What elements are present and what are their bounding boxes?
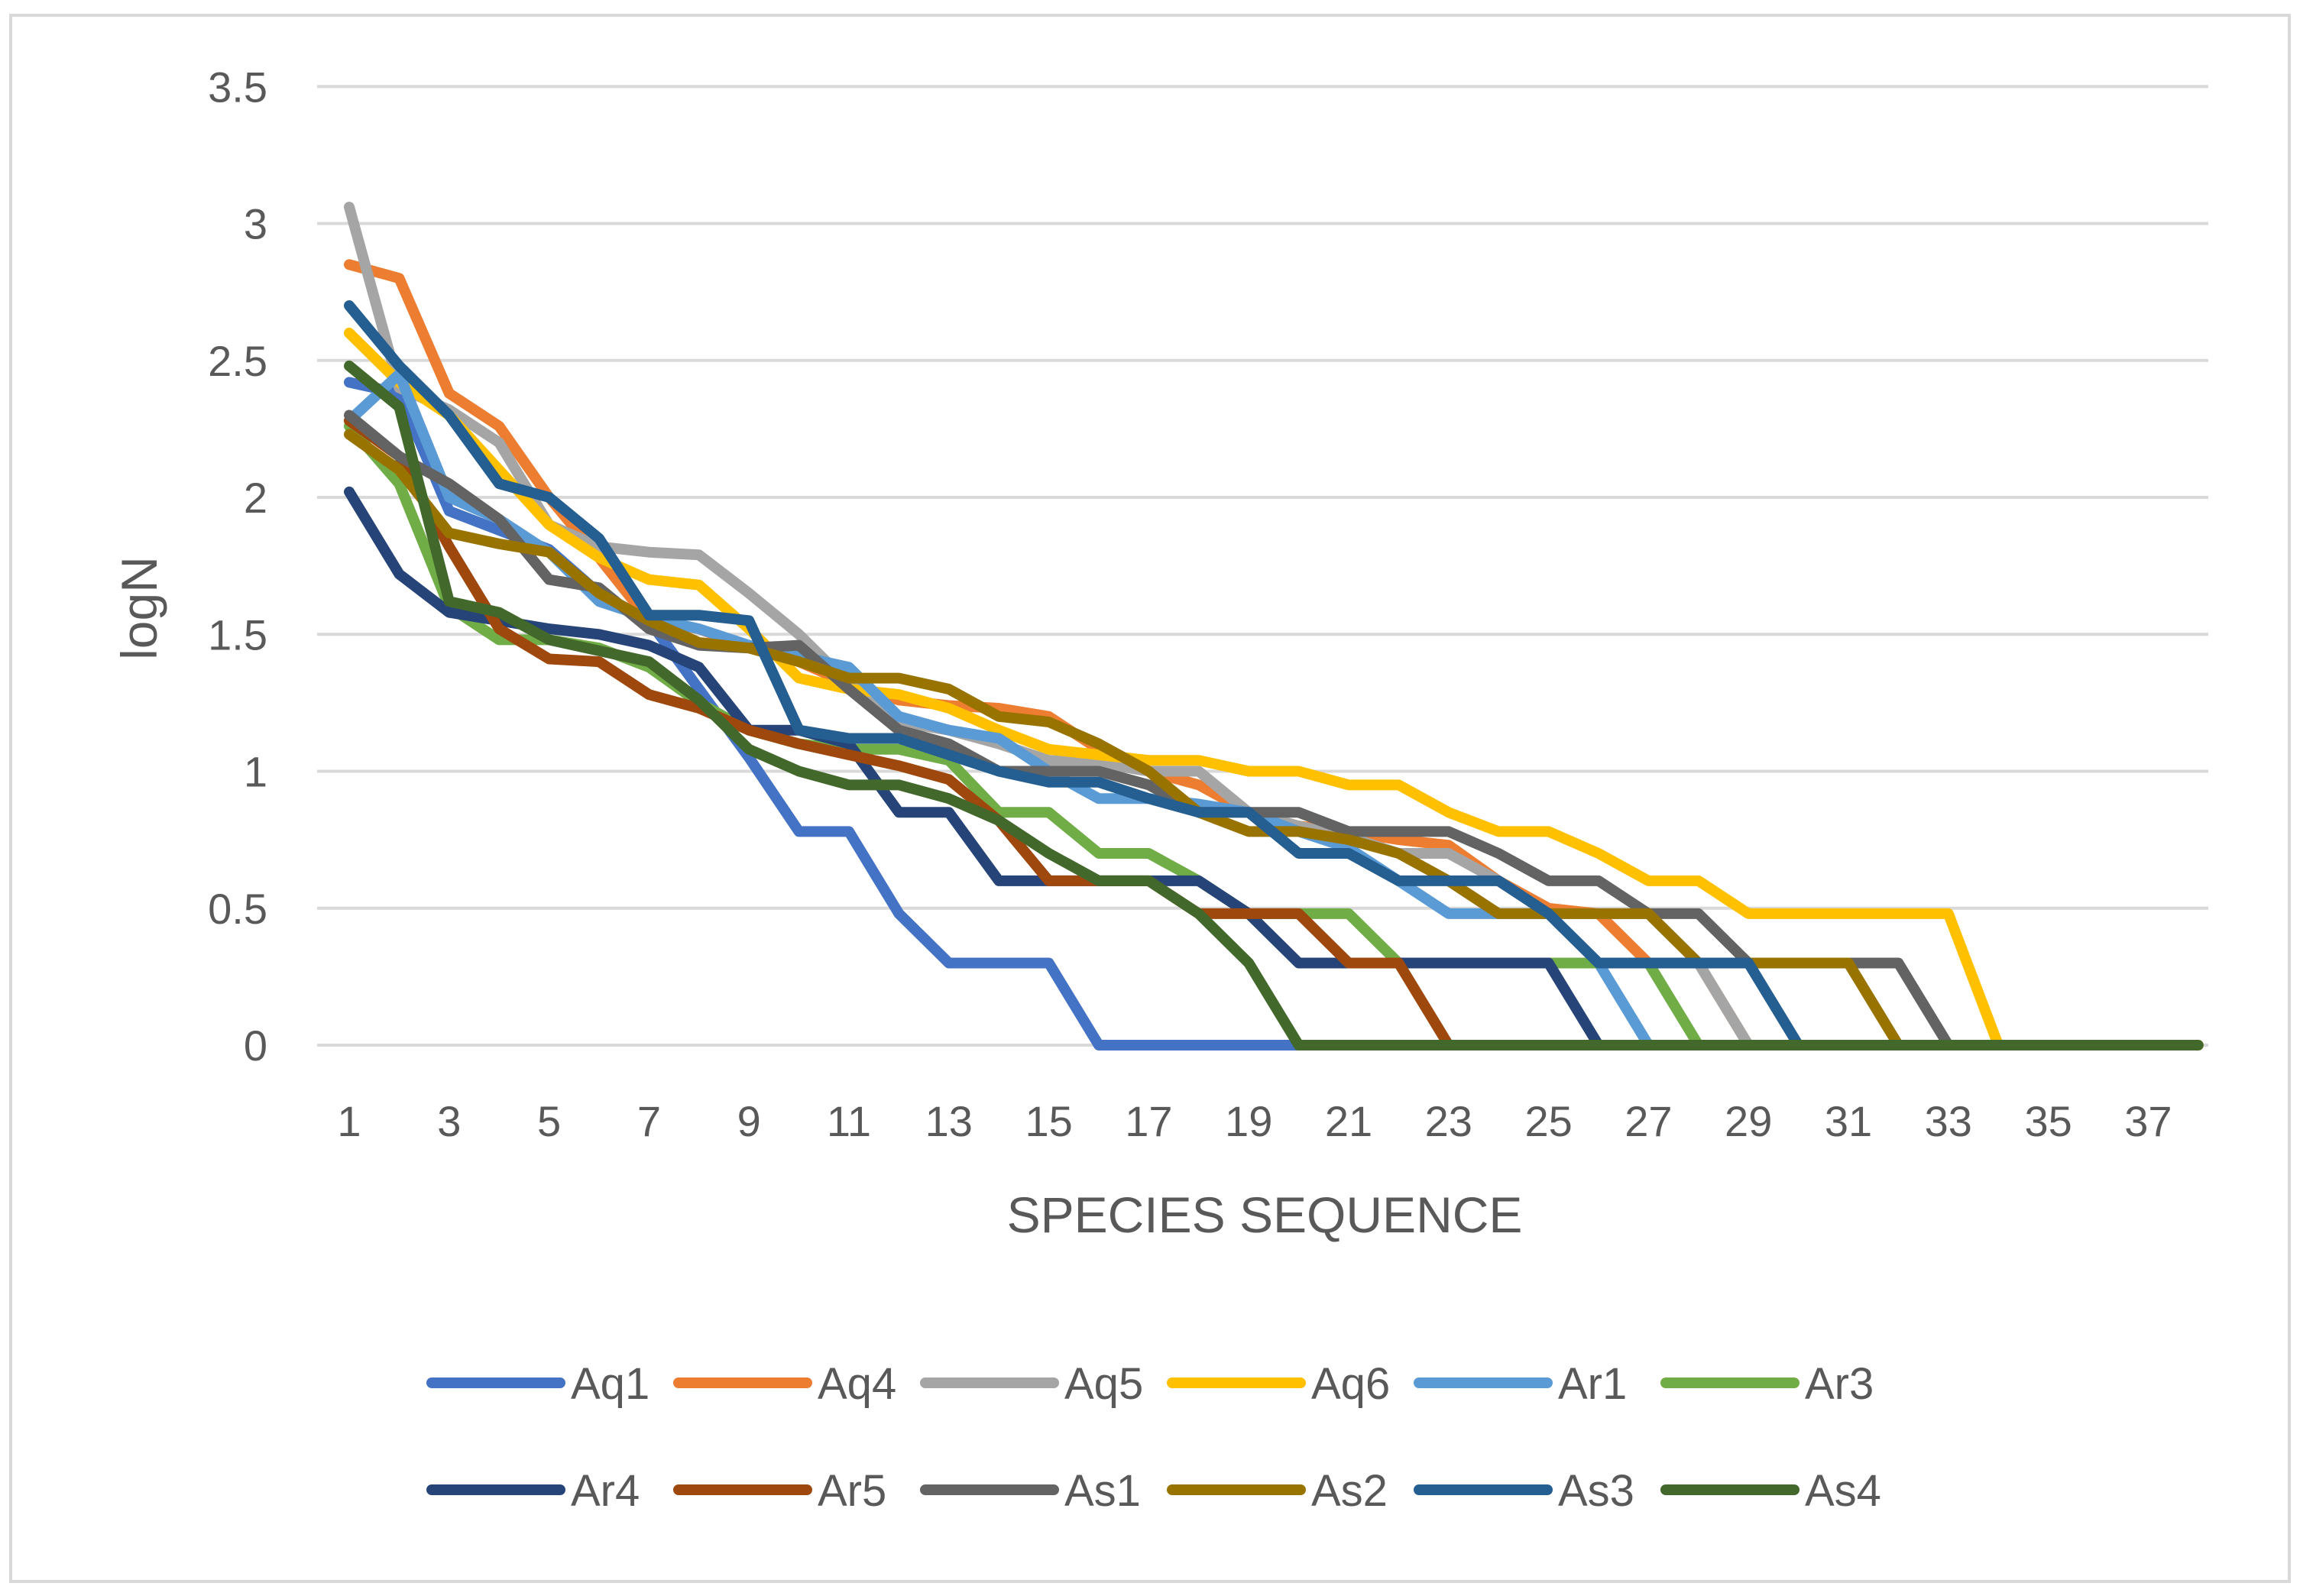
- x-tick-label: 9: [737, 1097, 761, 1145]
- series-line-as4: [344, 360, 2204, 1051]
- legend-label-ar3: Ar3: [1805, 1359, 1874, 1409]
- legend-label-ar5: Ar5: [818, 1466, 886, 1516]
- series-line-as2: [344, 429, 1904, 1051]
- legend-label-ar1: Ar1: [1558, 1359, 1627, 1409]
- x-tick-label: 25: [1524, 1097, 1572, 1145]
- y-tick-label: 1: [244, 748, 267, 796]
- x-tick-label: 7: [637, 1097, 661, 1145]
- x-tick-label: 19: [1225, 1097, 1272, 1145]
- series-line-ar5: [344, 415, 1454, 1051]
- x-tick-label: 35: [2024, 1097, 2072, 1145]
- x-tick-label: 29: [1725, 1097, 1772, 1145]
- legend-label-as2: As2: [1311, 1466, 1388, 1516]
- legend-label-aq1: Aq1: [571, 1359, 650, 1409]
- y-axis-ticks: 0 0.5 1 1.5 2 2.5 3 3.5: [208, 63, 267, 1070]
- x-tick-label: 13: [925, 1097, 973, 1145]
- y-tick-label: 0: [244, 1021, 267, 1070]
- x-tick-label: 23: [1425, 1097, 1472, 1145]
- legend: Aq1 Aq4 Aq5 Aq6 Ar1 Ar3 Ar4 Ar5 As1 As2 As3 As4: [426, 1359, 1881, 1516]
- legend-label-as4: As4: [1805, 1466, 1881, 1516]
- x-axis-ticks: 1 3 5 7 9 11 13 15 17 19 21 23 25 27 29 31 33 35 37: [337, 1097, 2172, 1145]
- x-tick-label: 17: [1125, 1097, 1172, 1145]
- y-tick-label: 2: [244, 474, 267, 522]
- x-tick-label: 5: [537, 1097, 561, 1145]
- legend-label-ar4: Ar4: [571, 1466, 640, 1516]
- y-tick-label: 0.5: [208, 885, 267, 933]
- x-tick-label: 3: [437, 1097, 461, 1145]
- y-tick-label: 2.5: [208, 337, 267, 385]
- series-line-as3: [344, 300, 1804, 1051]
- x-tick-label: 21: [1325, 1097, 1372, 1145]
- legend-label-aq6: Aq6: [1311, 1359, 1390, 1409]
- x-tick-label: 33: [1925, 1097, 1972, 1145]
- x-tick-label: 1: [337, 1097, 361, 1145]
- y-tick-label: 3.5: [208, 63, 267, 111]
- x-tick-label: 27: [1625, 1097, 1672, 1145]
- y-axis-title: logN: [111, 556, 167, 660]
- legend-label-aq4: Aq4: [818, 1359, 896, 1409]
- legend-label-aq5: Aq5: [1064, 1359, 1143, 1409]
- legend-label-as1: As1: [1064, 1466, 1141, 1516]
- x-tick-label: 31: [1825, 1097, 1872, 1145]
- x-axis-title: SPECIES SEQUENCE: [1007, 1186, 1523, 1243]
- y-tick-label: 1.5: [208, 610, 267, 659]
- series-lines: [344, 202, 2204, 1051]
- x-tick-label: 15: [1025, 1097, 1072, 1145]
- legend-label-as3: As3: [1558, 1466, 1634, 1516]
- series-line-aq6: [344, 327, 2204, 1051]
- x-tick-label: 37: [2124, 1097, 2172, 1145]
- y-tick-label: 3: [244, 200, 267, 248]
- x-tick-label: 11: [827, 1097, 871, 1145]
